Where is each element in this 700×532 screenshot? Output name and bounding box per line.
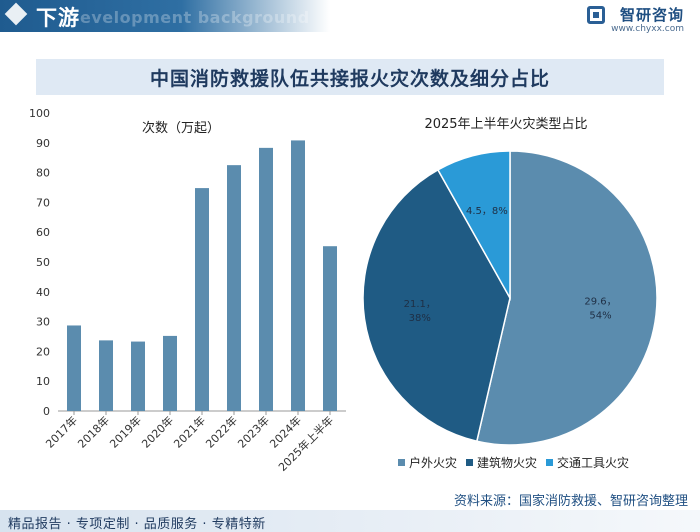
section-header-bar [0, 0, 330, 32]
bar-y-tick-label: 60 [36, 226, 50, 239]
bar-y-tick-label: 80 [36, 167, 50, 180]
bar [291, 140, 305, 411]
bar-y-tick-label: 100 [29, 107, 50, 120]
logo-url: www.chyxx.com [611, 24, 684, 34]
bar [163, 335, 177, 411]
legend-swatch [398, 459, 405, 466]
bar [99, 340, 113, 411]
legend-label: 交通工具火灾 [557, 455, 629, 470]
pie-chart: 29.6， 54% 21.1， 38% 4.5，8% 2025年上半年火灾类型占比户外火灾… [362, 116, 658, 470]
bar-x-tick-label: 2020年 [139, 413, 176, 450]
pie-data-label: 21.1， 38% [404, 299, 436, 324]
bar-chart: 01020304050607080901002017年2018年2019年202… [29, 107, 346, 474]
bar-y-tick-label: 50 [36, 256, 50, 269]
bar [131, 341, 145, 411]
legend-label: 建筑物火灾 [477, 455, 537, 470]
legend-label: 户外火灾 [409, 455, 457, 470]
section-title: 下游 [36, 6, 80, 30]
chart-area: 01020304050607080901002017年2018年2019年202… [29, 107, 658, 474]
bar-x-tick-label: 2018年 [75, 413, 112, 450]
bar-x-tick-label: 2017年 [43, 413, 80, 450]
pie-data-label: 4.5，8% [466, 206, 508, 217]
section-header: 下游 evelopment background 智研咨询 www.chyxx.… [0, 0, 700, 36]
pie-slice [362, 168, 511, 443]
legend-swatch [546, 459, 553, 466]
footer-slogan: 精品报告 · 专项定制 · 品质服务 · 专精特新 [8, 517, 266, 532]
section-subtitle: evelopment background [80, 8, 310, 27]
bar [323, 246, 337, 411]
main-title: 中国消防救援队伍共接报火灾次数及细分占比 [149, 68, 550, 90]
bar-y-tick-label: 0 [43, 405, 50, 418]
footer-bar: 精品报告 · 专项定制 · 品质服务 · 专精特新 [0, 510, 700, 532]
pie-data-label: 29.6， 54% [584, 296, 616, 321]
logo-name: 智研咨询 [619, 6, 684, 24]
bar [67, 325, 81, 411]
chart-title-band: 中国消防救援队伍共接报火灾次数及细分占比 [36, 59, 664, 95]
bar-x-tick-label: 2022年 [203, 413, 240, 450]
bar-y-tick-label: 10 [36, 375, 50, 388]
bar-y-tick-label: 70 [36, 196, 50, 209]
pie-slice [475, 150, 658, 446]
logo-icon [587, 6, 606, 24]
bar [195, 188, 209, 411]
source-note: 资料来源：国家消防救援、智研咨询整理 [453, 494, 688, 509]
pie-slice [436, 150, 511, 301]
bar-x-tick-label: 2019年 [107, 413, 144, 450]
bar-y-tick-label: 40 [36, 286, 50, 299]
bar-x-tick-label: 2023年 [235, 413, 272, 450]
footer: 资料来源：国家消防救援、智研咨询整理 精品报告 · 专项定制 · 品质服务 · … [0, 474, 700, 532]
brand-logo[interactable]: 智研咨询 www.chyxx.com [587, 4, 684, 34]
bar-y-tick-label: 20 [36, 345, 50, 358]
legend-swatch [466, 459, 473, 466]
bar [227, 165, 241, 411]
pie-chart-title: 2025年上半年火灾类型占比 [424, 116, 587, 132]
bar-chart-title: 次数（万起） [142, 120, 220, 136]
bar [259, 147, 273, 411]
bar-x-tick-label: 2025年上半年 [275, 413, 336, 474]
bar-y-tick-label: 90 [36, 137, 50, 150]
bar-x-tick-label: 2021年 [171, 413, 208, 450]
bar-y-tick-label: 30 [36, 316, 50, 329]
